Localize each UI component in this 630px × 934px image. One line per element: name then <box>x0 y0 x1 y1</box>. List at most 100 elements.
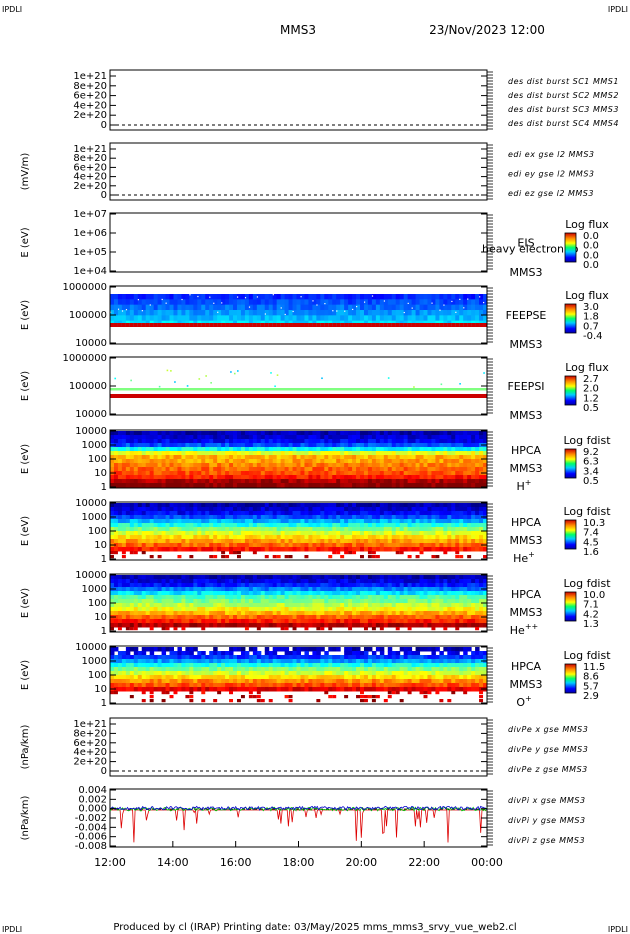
spectrogram-cell <box>141 479 147 484</box>
spectrogram-cell <box>304 547 309 552</box>
spectrogram-cell <box>423 455 428 460</box>
spectrogram-cell <box>360 587 365 592</box>
spectrogram-cell <box>229 583 234 588</box>
spectrogram-cell <box>205 459 210 464</box>
spectrogram-cell <box>391 463 397 468</box>
spectrogram-cell <box>375 515 381 520</box>
spectrogram-cell <box>467 471 472 476</box>
spectrogram-cell <box>288 511 294 516</box>
spectrogram-cell <box>308 615 313 620</box>
spectrogram-cell <box>471 467 476 472</box>
spectrogram-cell <box>233 294 238 300</box>
spectrogram-cell <box>324 543 329 548</box>
spectrogram-cell <box>280 479 286 484</box>
spectrogram-cell <box>153 539 159 544</box>
spectrogram-cell <box>320 523 325 528</box>
spectrogram-cell <box>268 535 274 540</box>
spectrogram-cell <box>332 535 337 540</box>
spectrogram-cell <box>320 507 325 512</box>
spectrogram-cell <box>352 463 357 468</box>
spectrogram-cell <box>328 627 333 631</box>
spectrogram-cell <box>316 463 321 468</box>
spectrogram-cell <box>387 543 393 548</box>
spectrogram-cell <box>340 304 345 311</box>
spectrogram-cell <box>443 451 448 456</box>
spectrogram-cell <box>431 463 436 468</box>
legend-entry: edi ex gse l2 MMS3 <box>508 150 595 159</box>
spectrogram-cell <box>197 583 202 588</box>
spectrogram-cell <box>213 447 218 452</box>
spectrogram-cell <box>399 503 405 508</box>
spectrogram-cell <box>272 519 278 524</box>
spectrogram-cell <box>308 471 313 476</box>
spectrogram-cell <box>272 591 278 596</box>
spectrogram-cell <box>248 619 254 624</box>
spectrogram-cell <box>209 439 214 444</box>
spectrogram-cell <box>312 587 317 592</box>
spectrogram-cell <box>344 388 349 391</box>
spectrogram-cell <box>161 575 167 580</box>
spectrogram-cell <box>129 623 135 628</box>
spectrogram-cell <box>451 523 456 528</box>
spectrogram-cell <box>260 547 266 552</box>
spectrogram-cell <box>367 615 373 620</box>
spectrogram-cell <box>391 575 397 580</box>
spectrogram-cell <box>125 627 130 631</box>
spectrogram-cell <box>443 463 448 468</box>
spectrogram-cell <box>292 543 298 548</box>
spectrogram-cell <box>300 543 305 548</box>
spectrogram-cell <box>300 623 305 628</box>
spectrogram-cell <box>229 575 234 580</box>
spectrogram-cell <box>240 599 246 604</box>
spectrogram-cell <box>244 527 250 532</box>
spectrogram-cell <box>117 459 123 464</box>
spectrogram-cell <box>360 315 365 322</box>
spectrogram-cell <box>451 535 456 540</box>
spectrogram-cell <box>153 587 159 592</box>
spectrogram-cell <box>296 471 301 476</box>
spectrogram-cell <box>304 310 309 316</box>
spectrogram-cell <box>137 304 143 311</box>
spectrogram-cell <box>316 315 321 322</box>
spectrogram-cell <box>260 527 266 532</box>
spectrogram-cell <box>137 451 143 456</box>
spectrogram-cell <box>173 611 178 616</box>
spectrogram-cell <box>411 547 417 552</box>
spectrogram-cell <box>407 310 413 316</box>
spectrogram-cell <box>205 595 210 600</box>
spectrogram-cell <box>316 531 321 536</box>
spectrogram-cell <box>304 623 309 628</box>
spectrogram-cell <box>193 315 198 322</box>
spectrogram-cell <box>455 388 460 391</box>
spectrogram-cell <box>336 535 341 540</box>
spectrogram-cell <box>276 583 282 588</box>
spectrogram-cell <box>169 583 174 588</box>
spectrogram-cell <box>205 511 210 516</box>
spectrogram-cell <box>391 310 397 316</box>
spectrogram-cell <box>475 527 480 532</box>
spectrogram-cell <box>236 394 242 398</box>
spectrogram-cell <box>137 595 143 600</box>
spectrogram-cell <box>300 315 305 322</box>
spectrogram-cell <box>312 575 317 580</box>
spectrogram-cell <box>288 463 294 468</box>
spectrogram-cell <box>165 519 171 524</box>
spectrogram-cell <box>197 547 202 552</box>
spectrogram-cell <box>371 503 377 508</box>
spectrogram-cell <box>177 579 182 584</box>
spectrogram-cell <box>395 615 401 620</box>
spectrogram-cell <box>308 315 313 322</box>
spectrogram-cell <box>189 431 194 436</box>
spectrogram-cell <box>352 299 357 306</box>
spectrogram-cell <box>288 507 294 512</box>
spectrogram-cell <box>399 315 405 322</box>
spectrogram-cell <box>431 435 436 440</box>
spectrogram-cell <box>328 523 333 528</box>
spectrogram-cell <box>229 467 234 472</box>
spectrogram-cell <box>157 575 163 580</box>
spectrogram-cell <box>240 431 246 436</box>
spectrogram-cell <box>383 483 389 488</box>
spectrogram-cell <box>252 388 258 391</box>
spectrogram-cell <box>272 595 278 600</box>
spectrogram-cell <box>213 394 218 398</box>
